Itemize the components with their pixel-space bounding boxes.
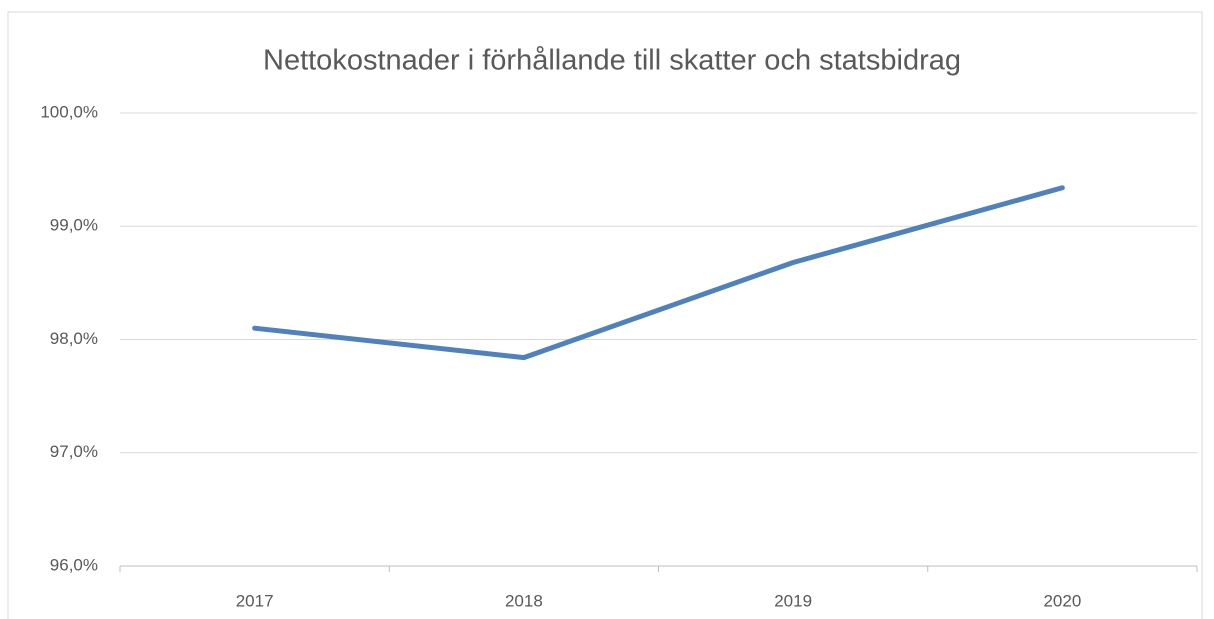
- y-tick-label: 99,0%: [50, 216, 98, 235]
- chart-frame: [7, 11, 1203, 619]
- y-tick-label: 98,0%: [50, 329, 98, 348]
- x-tick-label: 2018: [505, 591, 543, 610]
- y-tick-label: 97,0%: [50, 442, 98, 461]
- y-tick-label: 96,0%: [50, 555, 98, 574]
- x-tick-label: 2019: [774, 591, 812, 610]
- chart-title: Nettokostnader i förhållande till skatte…: [263, 45, 961, 77]
- line-series: [252, 185, 1065, 361]
- x-tick-label: 2017: [236, 591, 274, 610]
- x-tick-label: 2020: [1043, 591, 1081, 610]
- y-tick-label: 100,0%: [40, 102, 98, 121]
